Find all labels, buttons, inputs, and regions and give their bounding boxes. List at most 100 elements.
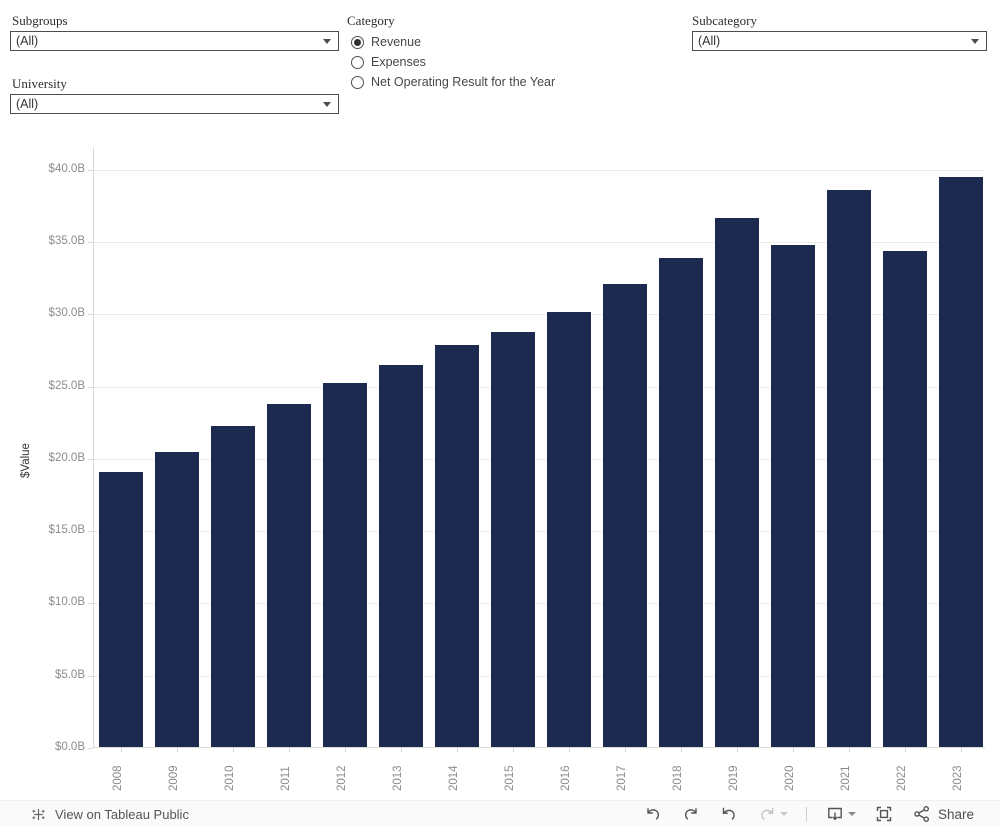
y-tick-mark: [88, 458, 93, 460]
radio-label: Net Operating Result for the Year: [371, 75, 556, 89]
toolbar-actions: Share: [639, 804, 978, 824]
gridline: [94, 169, 985, 171]
y-tick-label: $20.0B: [48, 451, 85, 464]
share-icon: [912, 804, 932, 824]
revert-icon: [719, 804, 739, 824]
y-tick-mark: [88, 603, 93, 605]
x-tick-mark: [177, 748, 178, 752]
x-tick-label: 2017: [616, 765, 628, 791]
radio-selected-icon: [351, 35, 364, 49]
toolbar-divider: [805, 806, 807, 822]
caret-down-icon: [779, 812, 788, 816]
bar-2021[interactable]: [827, 190, 871, 747]
bar-2023[interactable]: [939, 177, 983, 747]
gridline: [94, 675, 985, 677]
fullscreen-button[interactable]: [870, 804, 898, 824]
x-tick-label: 2011: [280, 766, 292, 791]
gridline: [94, 386, 985, 388]
subgroups-dropdown[interactable]: (All): [10, 31, 339, 51]
x-tick-mark: [681, 748, 682, 752]
y-tick-label: $30.0B: [48, 307, 85, 320]
y-tick-mark: [88, 675, 93, 677]
y-tick-mark: [88, 531, 93, 533]
bar-2017[interactable]: [603, 284, 647, 747]
tableau-logo-icon: [30, 806, 47, 823]
bar-2013[interactable]: [379, 365, 423, 747]
undo-button[interactable]: [639, 804, 667, 824]
radio-option-net-operating-result[interactable]: Net Operating Result for the Year: [351, 74, 555, 90]
radio-unselected-icon: [351, 55, 364, 69]
radio-option-expenses[interactable]: Expenses: [351, 54, 426, 70]
radio-label: Revenue: [371, 35, 422, 49]
radio-label: Expenses: [371, 55, 426, 69]
refresh-icon: [757, 804, 777, 824]
subcategory-dropdown-value: (All): [698, 34, 721, 48]
x-tick-mark: [457, 748, 458, 752]
university-dropdown[interactable]: (All): [10, 94, 339, 114]
revert-button[interactable]: [715, 804, 743, 824]
bar-2014[interactable]: [435, 345, 479, 747]
bar-chart: $Value $0.0B $5.0B $10.0B $15.0B $20.0B $25.0…: [20, 148, 985, 791]
bar-2011[interactable]: [267, 404, 311, 747]
y-axis-title: $Value: [20, 443, 32, 478]
gridline: [94, 603, 985, 605]
x-tick-mark: [737, 748, 738, 752]
x-tick-label: 2012: [336, 765, 348, 791]
y-tick-label: $5.0B: [54, 668, 85, 681]
subcategory-dropdown[interactable]: (All): [692, 31, 987, 51]
bottom-toolbar: View on Tableau Public: [0, 800, 1000, 827]
x-tick-label: 2021: [840, 765, 852, 791]
subgroups-dropdown-value: (All): [16, 34, 39, 48]
y-tick-mark: [88, 241, 93, 243]
x-tick-mark: [793, 748, 794, 752]
bar-2015[interactable]: [491, 332, 535, 747]
bar-2020[interactable]: [771, 245, 815, 747]
bar-2022[interactable]: [883, 251, 927, 747]
x-tick-mark: [233, 748, 234, 752]
refresh-button[interactable]: [753, 804, 792, 824]
chevron-down-icon: [323, 101, 331, 107]
gridline: [94, 241, 985, 243]
radio-option-revenue[interactable]: Revenue: [351, 34, 421, 50]
view-on-tableau-public-link[interactable]: View on Tableau Public: [30, 806, 189, 823]
x-tick-mark: [513, 748, 514, 752]
bar-2009[interactable]: [155, 452, 199, 747]
bar-2018[interactable]: [659, 258, 703, 747]
x-tick-label: 2013: [392, 765, 404, 791]
share-label: Share: [937, 806, 974, 822]
plot-area: [93, 148, 985, 752]
bar-2016[interactable]: [547, 311, 591, 747]
x-tick-mark: [905, 748, 906, 752]
x-tick-label: 2022: [896, 765, 908, 791]
x-tick-label: 2023: [952, 765, 964, 791]
redo-button[interactable]: [677, 804, 705, 824]
y-tick-mark: [88, 386, 93, 388]
x-tick-label: 2010: [224, 765, 236, 791]
y-tick-label: $25.0B: [48, 379, 85, 392]
subcategory-filter-label: Subcategory: [692, 13, 757, 28]
x-tick-mark: [345, 748, 346, 752]
caret-down-icon: [847, 812, 856, 816]
x-tick-mark: [289, 748, 290, 752]
y-tick-label: $35.0B: [48, 234, 85, 247]
x-tick-label: 2018: [672, 765, 684, 791]
view-on-tableau-public-label: View on Tableau Public: [55, 806, 189, 822]
x-tick-mark: [625, 748, 626, 752]
x-tick-mark: [401, 748, 402, 752]
download-button[interactable]: [821, 804, 860, 824]
x-tick-label: 2008: [112, 765, 124, 791]
y-tick-mark: [88, 314, 93, 316]
bar-2008[interactable]: [99, 472, 143, 747]
radio-unselected-icon: [351, 75, 364, 89]
bar-2012[interactable]: [323, 382, 367, 747]
gridline: [94, 531, 985, 533]
fullscreen-icon: [874, 804, 894, 824]
undo-icon: [643, 804, 663, 824]
bar-2019[interactable]: [715, 217, 759, 747]
share-button[interactable]: Share: [908, 804, 978, 824]
x-tick-label: 2009: [168, 765, 180, 791]
download-icon: [825, 804, 845, 824]
x-tick-mark: [849, 748, 850, 752]
bar-2010[interactable]: [211, 426, 255, 747]
y-tick-mark: [88, 169, 93, 171]
